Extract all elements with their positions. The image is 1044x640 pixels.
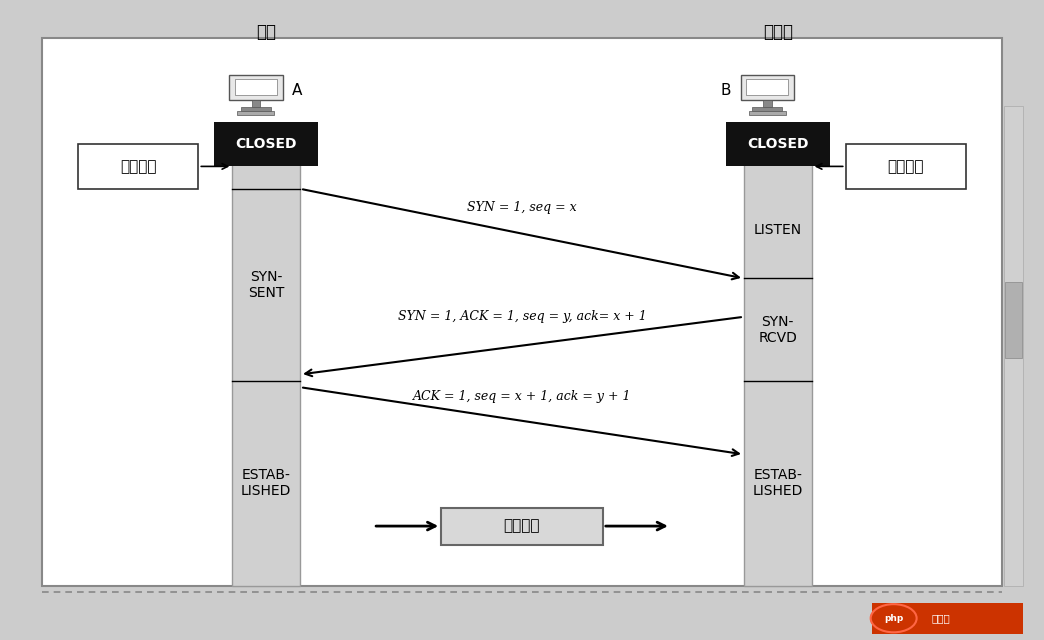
- Bar: [252, 100, 260, 107]
- Bar: [1005, 282, 1022, 358]
- Text: 服务器: 服务器: [763, 23, 792, 41]
- Bar: [1004, 106, 1023, 586]
- Bar: [78, 144, 198, 189]
- Text: B: B: [720, 83, 731, 99]
- Text: SYN = 1, seq = x: SYN = 1, seq = x: [467, 201, 577, 214]
- Bar: [846, 144, 966, 189]
- Text: ACK = 1, seq = x + 1, ack = y + 1: ACK = 1, seq = x + 1, ack = y + 1: [412, 390, 632, 403]
- Text: SYN = 1, ACK = 1, seq = y, ack= x + 1: SYN = 1, ACK = 1, seq = y, ack= x + 1: [398, 310, 646, 323]
- Bar: [441, 508, 602, 545]
- Text: 数据传送: 数据传送: [504, 518, 540, 534]
- Bar: [241, 107, 270, 111]
- Text: CLOSED: CLOSED: [236, 137, 296, 151]
- Bar: [743, 144, 812, 586]
- Text: php: php: [884, 614, 903, 623]
- Text: ESTAB-
LISHED: ESTAB- LISHED: [753, 468, 803, 499]
- Bar: [232, 144, 301, 586]
- Bar: [749, 111, 786, 115]
- Text: 客户: 客户: [256, 23, 277, 41]
- Text: 主动打开: 主动打开: [120, 159, 157, 174]
- Bar: [726, 122, 830, 166]
- Bar: [229, 75, 283, 100]
- Bar: [214, 122, 318, 166]
- Bar: [763, 100, 772, 107]
- Bar: [740, 75, 794, 100]
- Circle shape: [871, 604, 917, 632]
- Text: CLOSED: CLOSED: [748, 137, 808, 151]
- Bar: [872, 603, 1023, 634]
- Bar: [753, 107, 782, 111]
- Text: A: A: [292, 83, 303, 99]
- Text: 中文网: 中文网: [931, 613, 950, 623]
- Bar: [746, 79, 788, 95]
- Bar: [237, 111, 275, 115]
- Bar: [235, 79, 277, 95]
- Text: ESTAB-
LISHED: ESTAB- LISHED: [241, 468, 291, 499]
- Text: SYN-
SENT: SYN- SENT: [248, 269, 284, 300]
- Text: 被动打开: 被动打开: [887, 159, 924, 174]
- Text: LISTEN: LISTEN: [754, 223, 802, 237]
- Text: SYN-
RCVD: SYN- RCVD: [758, 314, 798, 345]
- Bar: [42, 38, 1002, 586]
